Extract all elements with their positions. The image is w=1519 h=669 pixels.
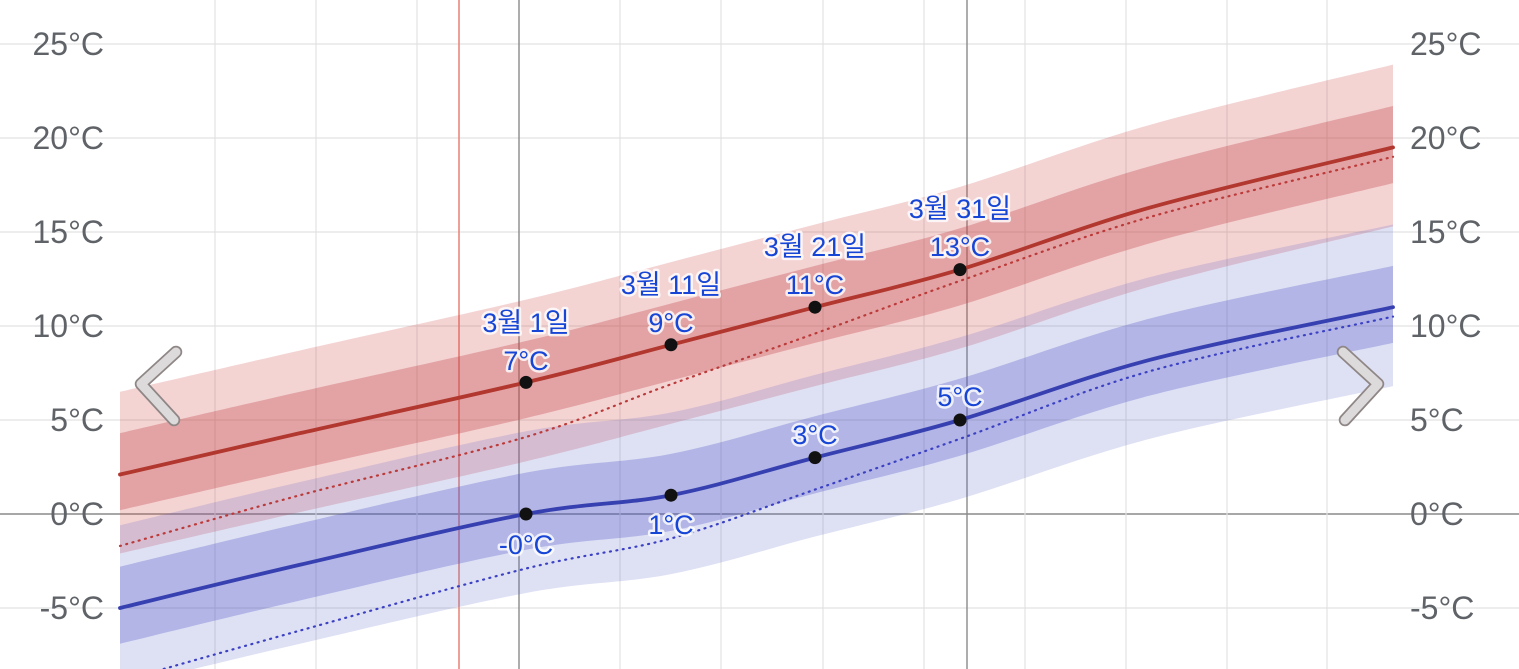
svg-text:5°C: 5°C [1410, 402, 1464, 438]
svg-text:5°C: 5°C [937, 382, 982, 412]
svg-text:11°C: 11°C [786, 270, 844, 300]
svg-text:-0°C: -0°C [499, 530, 553, 560]
svg-text:5°C: 5°C [50, 402, 104, 438]
svg-text:10°C: 10°C [33, 308, 105, 344]
svg-text:0°C: 0°C [50, 496, 104, 532]
svg-text:15°C: 15°C [1410, 214, 1482, 250]
svg-text:3월 1일: 3월 1일 [482, 308, 569, 338]
svg-text:25°C: 25°C [1410, 26, 1482, 62]
svg-text:25°C: 25°C [33, 26, 105, 62]
svg-text:9°C: 9°C [648, 308, 693, 338]
svg-text:7°C: 7°C [503, 346, 548, 376]
svg-text:13°C: 13°C [930, 232, 990, 262]
svg-text:-5°C: -5°C [40, 590, 104, 626]
svg-text:3°C: 3°C [792, 420, 837, 450]
svg-text:0°C: 0°C [1410, 496, 1464, 532]
svg-text:20°C: 20°C [33, 120, 105, 156]
svg-text:3월 11일: 3월 11일 [621, 270, 721, 300]
svg-text:1°C: 1°C [648, 510, 693, 540]
svg-text:20°C: 20°C [1410, 120, 1482, 156]
svg-text:15°C: 15°C [33, 214, 105, 250]
svg-text:3월 21일: 3월 21일 [764, 232, 866, 262]
svg-text:10°C: 10°C [1410, 308, 1482, 344]
svg-text:3월 31일: 3월 31일 [909, 194, 1011, 224]
svg-text:-5°C: -5°C [1410, 590, 1474, 626]
